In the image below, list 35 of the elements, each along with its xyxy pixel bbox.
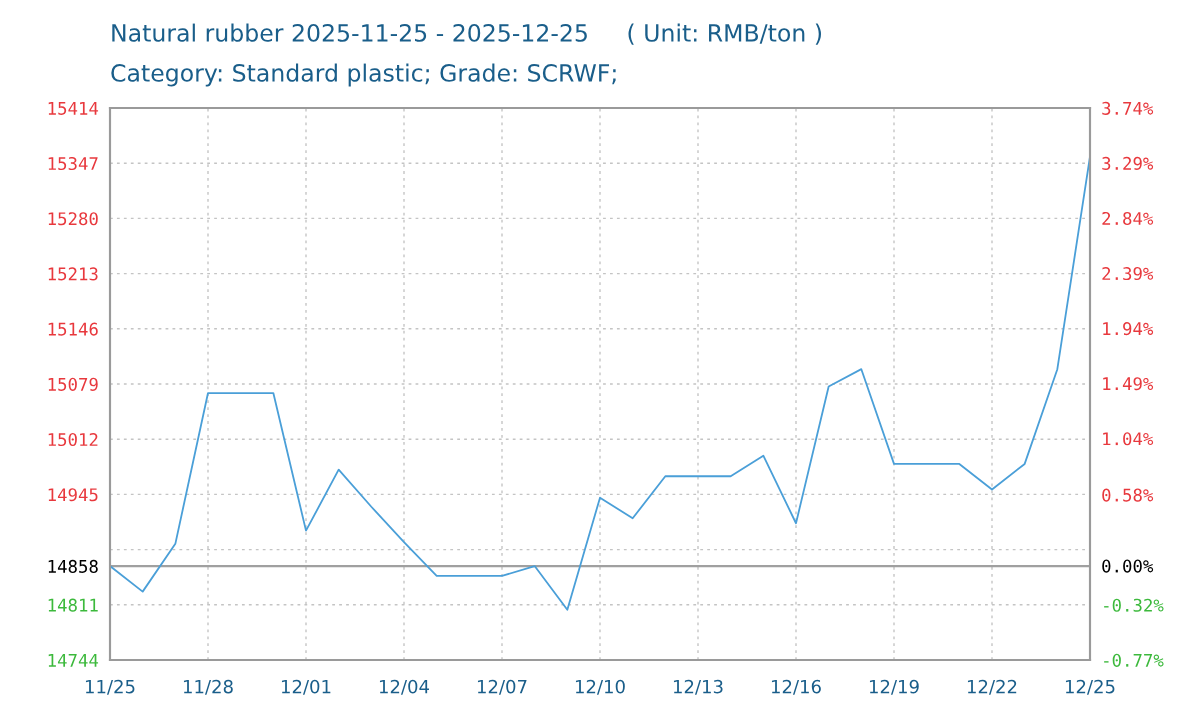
y-tick-label: 15347 <box>48 156 98 171</box>
x-tick-label: 12/01 <box>281 679 331 695</box>
y2-tick-label: 2.84% <box>1102 211 1154 226</box>
x-tick-label: 12/13 <box>673 679 723 695</box>
y2-tick-label: -0.32% <box>1104 598 1164 612</box>
y2-tick-label: 1.04% <box>1103 432 1154 446</box>
y-tick-label: 15146 <box>48 322 98 336</box>
x-tick-label: 11/28 <box>183 679 233 695</box>
y2-tick-label: 1.49% <box>1103 377 1154 391</box>
y-tick-label: 15213 <box>48 267 98 281</box>
y2-tick-label: 1.94% <box>1103 322 1154 336</box>
y2-tick-label: -0.77% <box>1104 653 1164 667</box>
chart-title: Natural rubber 2025-11-25 - 2025-12-25 ( Unit: RMB/ton ) <box>112 23 821 45</box>
chart-subtitle: Category: Standard plastic; Grade: SCRWF; <box>111 63 616 87</box>
y-tick-label: 14858 <box>48 559 98 573</box>
x-tick-label: 11/25 <box>85 679 135 695</box>
y-tick-label: 14945 <box>48 488 98 502</box>
y-tick-label: 15012 <box>48 432 98 447</box>
y2-tick-label: 2.39% <box>1102 266 1154 281</box>
y-tick-label: 14744 <box>48 653 99 667</box>
y-tick-label: 15414 <box>48 101 99 115</box>
y-tick-label: 15079 <box>48 377 98 391</box>
x-tick-label: 12/07 <box>477 679 527 695</box>
y-tick-label: 14811 <box>48 598 98 612</box>
y-tick-label: 15280 <box>48 212 98 226</box>
x-tick-label: 12/10 <box>575 679 625 695</box>
x-tick-label: 12/16 <box>771 679 821 695</box>
y2-tick-label: 3.74% <box>1102 101 1154 115</box>
y2-tick-label: 3.29% <box>1102 156 1154 170</box>
y2-tick-label: 0.00% <box>1102 559 1154 573</box>
x-tick-label: 12/04 <box>379 679 429 695</box>
x-tick-label: 12/22 <box>967 679 1017 695</box>
x-tick-label: 12/25 <box>1065 679 1115 695</box>
x-tick-label: 12/19 <box>869 679 919 695</box>
y2-tick-label: 0.58% <box>1102 488 1154 502</box>
